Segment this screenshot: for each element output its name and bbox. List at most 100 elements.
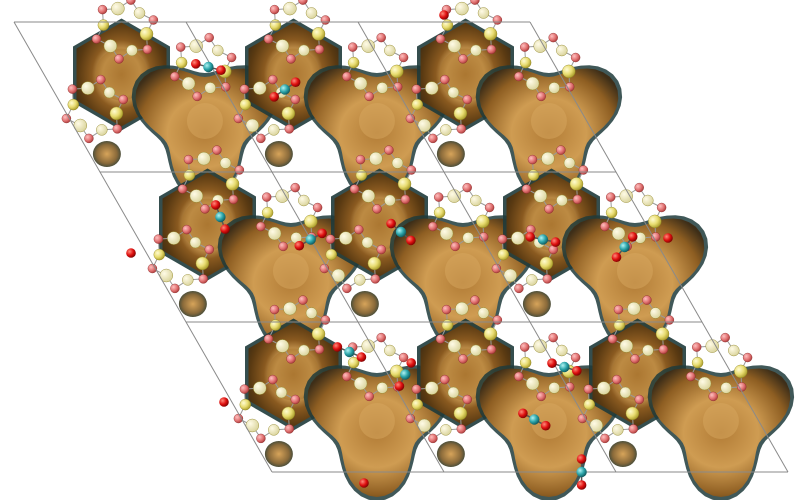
framework-oxygen-atom bbox=[256, 133, 266, 144]
framework-oxygen-atom bbox=[239, 384, 250, 394]
framework-oxygen-atom bbox=[148, 15, 159, 25]
framework-silicon-atom bbox=[605, 206, 618, 219]
framework-silicon-atom bbox=[253, 381, 267, 395]
small-pocket bbox=[92, 141, 121, 167]
framework-silicon-atom bbox=[283, 1, 297, 16]
framework-oxygen-atom bbox=[376, 244, 386, 255]
framework-silicon-atom bbox=[261, 206, 274, 219]
framework-oxygen-atom bbox=[462, 394, 472, 405]
framework-silicon-atom bbox=[391, 157, 404, 169]
framework-oxygen-atom bbox=[583, 384, 594, 394]
framework-silicon-atom bbox=[384, 194, 396, 207]
stray-oxygen-atom bbox=[439, 10, 449, 20]
cell-edge-slanted bbox=[13, 21, 273, 473]
framework-silicon-atom bbox=[470, 194, 482, 207]
framework-silicon-atom bbox=[189, 189, 204, 203]
framework-silicon-atom bbox=[476, 214, 490, 229]
framework-oxygen-atom bbox=[656, 202, 667, 213]
guest-oxygen-atom bbox=[290, 77, 301, 87]
framework-silicon-atom bbox=[470, 344, 482, 357]
framework-silicon-atom bbox=[281, 406, 296, 421]
framework-silicon-atom bbox=[705, 339, 719, 353]
framework-oxygen-atom bbox=[342, 283, 352, 294]
framework-oxygen-atom bbox=[284, 424, 294, 434]
guest-oxygen-atom bbox=[406, 235, 416, 246]
framework-oxygen-atom bbox=[435, 334, 446, 344]
framework-silicon-atom bbox=[440, 424, 452, 436]
framework-silicon-atom bbox=[411, 398, 423, 411]
framework-oxygen-atom bbox=[153, 234, 164, 244]
framework-oxygen-atom bbox=[692, 342, 702, 352]
framework-silicon-atom bbox=[268, 124, 280, 136]
guest-oxygen-atom bbox=[525, 232, 535, 242]
framework-oxygen-atom bbox=[492, 15, 503, 25]
framework-oxygen-atom bbox=[607, 334, 618, 344]
framework-silicon-atom bbox=[304, 214, 318, 229]
framework-oxygen-atom bbox=[606, 192, 616, 202]
framework-oxygen-atom bbox=[486, 44, 497, 55]
framework-oxygen-atom bbox=[411, 84, 422, 94]
framework-oxygen-atom bbox=[548, 332, 558, 343]
framework-silicon-atom bbox=[275, 189, 289, 203]
framework-oxygen-atom bbox=[570, 52, 581, 63]
framework-silicon-atom bbox=[353, 76, 368, 91]
cage-trilobe-core bbox=[358, 403, 395, 439]
framework-silicon-atom bbox=[453, 106, 468, 121]
framework-silicon-atom bbox=[728, 344, 740, 357]
framework-silicon-atom bbox=[354, 274, 366, 286]
framework-oxygen-atom bbox=[634, 394, 644, 405]
framework-oxygen-atom bbox=[142, 44, 153, 55]
framework-oxygen-atom bbox=[400, 194, 411, 205]
framework-oxygen-atom bbox=[342, 371, 352, 382]
guest-oxygen-atom bbox=[269, 92, 280, 102]
stray-oxygen-atom bbox=[359, 478, 369, 488]
framework-oxygen-atom bbox=[284, 124, 294, 134]
framework-silicon-atom bbox=[96, 124, 108, 136]
framework-oxygen-atom bbox=[600, 433, 610, 444]
framework-silicon-atom bbox=[525, 376, 540, 391]
framework-silicon-atom bbox=[447, 339, 462, 353]
guest-carbon-atom bbox=[576, 466, 587, 478]
cage-trilobe-core bbox=[186, 103, 223, 139]
framework-silicon-atom bbox=[275, 339, 290, 353]
framework-oxygen-atom bbox=[200, 204, 210, 214]
framework-silicon-atom bbox=[455, 301, 469, 316]
framework-oxygen-atom bbox=[527, 154, 538, 165]
framework-silicon-atom bbox=[305, 7, 318, 19]
guest-carbon-atom bbox=[400, 369, 411, 380]
framework-oxygen-atom bbox=[642, 295, 652, 305]
framework-silicon-atom bbox=[384, 44, 396, 57]
framework-oxygen-atom bbox=[262, 192, 272, 202]
small-pocket bbox=[436, 141, 465, 167]
framework-oxygen-atom bbox=[320, 315, 331, 325]
framework-silicon-atom bbox=[648, 214, 662, 229]
framework-silicon-atom bbox=[239, 98, 252, 111]
guest-oxygen-atom bbox=[611, 252, 622, 262]
framework-oxygen-atom bbox=[458, 54, 468, 64]
framework-oxygen-atom bbox=[434, 192, 444, 202]
guest-oxygen-atom bbox=[220, 224, 230, 234]
framework-silicon-atom bbox=[447, 189, 461, 203]
framework-oxygen-atom bbox=[290, 394, 300, 405]
framework-oxygen-atom bbox=[634, 182, 644, 193]
framework-silicon-atom bbox=[361, 339, 375, 353]
framework-silicon-atom bbox=[511, 231, 525, 245]
framework-silicon-atom bbox=[655, 327, 670, 341]
cage-trilobe-core bbox=[530, 103, 567, 139]
framework-silicon-atom bbox=[526, 274, 538, 286]
framework-oxygen-atom bbox=[441, 304, 452, 315]
framework-silicon-atom bbox=[439, 226, 454, 241]
framework-silicon-atom bbox=[649, 307, 662, 319]
framework-oxygen-atom bbox=[435, 34, 446, 44]
framework-oxygen-atom bbox=[348, 42, 358, 52]
framework-silicon-atom bbox=[298, 344, 310, 357]
framework-oxygen-atom bbox=[354, 224, 364, 235]
framework-silicon-atom bbox=[189, 39, 203, 53]
guest-oxygen-atom bbox=[547, 358, 557, 369]
framework-silicon-atom bbox=[462, 232, 474, 244]
framework-oxygen-atom bbox=[565, 382, 575, 392]
guest-oxygen-atom bbox=[572, 366, 582, 376]
framework-silicon-atom bbox=[376, 382, 388, 394]
framework-oxygen-atom bbox=[544, 204, 554, 214]
framework-oxygen-atom bbox=[440, 74, 450, 85]
